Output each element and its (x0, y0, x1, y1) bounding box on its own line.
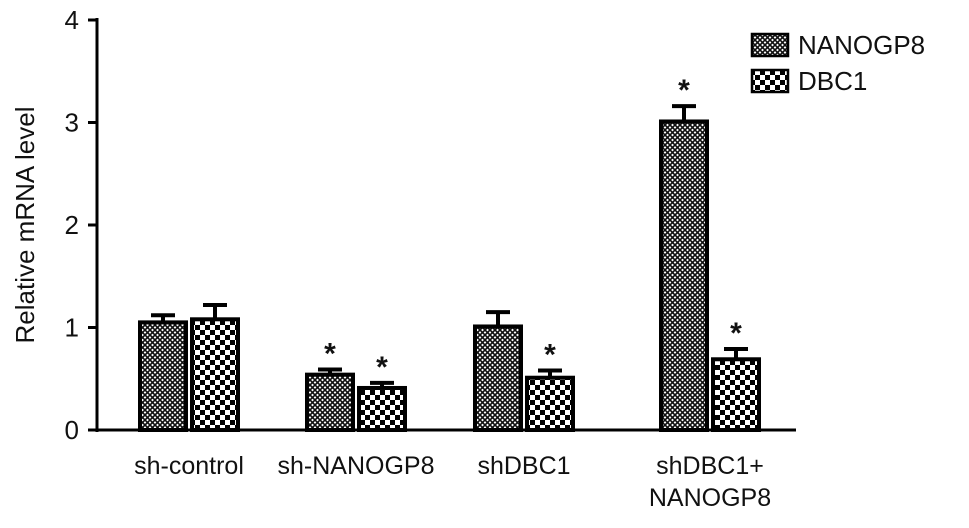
bar-nanogp8-0 (138, 320, 188, 432)
significance-star: * (324, 338, 336, 371)
bar-dbc1-0 (190, 317, 240, 432)
bars: * * * * * (138, 74, 761, 433)
y-tick-label: 2 (65, 210, 79, 240)
x-category-label: sh-NANOGP8 (278, 452, 435, 480)
bar-nanogp8-3 (659, 119, 709, 432)
y-tick-label: 4 (65, 5, 79, 35)
y-axis-label: Relative mRNA level (10, 107, 40, 344)
legend-swatch-dbc1 (750, 68, 790, 94)
y-tick-label: 3 (65, 108, 79, 138)
x-category-label: shDBC1+ (656, 452, 764, 480)
legend-swatch-nanogp8 (750, 32, 790, 58)
x-category-label: sh-control (134, 452, 244, 480)
legend: NANOGP8 DBC1 (750, 30, 925, 96)
significance-star: * (376, 351, 388, 384)
x-category-label: shDBC1 (477, 452, 570, 480)
bar-dbc1-1 (357, 385, 407, 433)
y-tick-label: 1 (65, 313, 79, 343)
x-category-label: NANOGP8 (649, 484, 771, 512)
significance-star: * (544, 339, 556, 372)
bar-dbc1-2 (525, 375, 575, 433)
legend-label: DBC1 (798, 66, 867, 96)
bar-nanogp8-1 (305, 372, 355, 432)
y-tick-label: 0 (65, 415, 79, 445)
significance-star: * (678, 74, 690, 107)
legend-label: NANOGP8 (798, 30, 925, 60)
bar-dbc1-3 (711, 357, 761, 432)
significance-star: * (730, 317, 742, 350)
bar-nanogp8-2 (473, 324, 523, 433)
